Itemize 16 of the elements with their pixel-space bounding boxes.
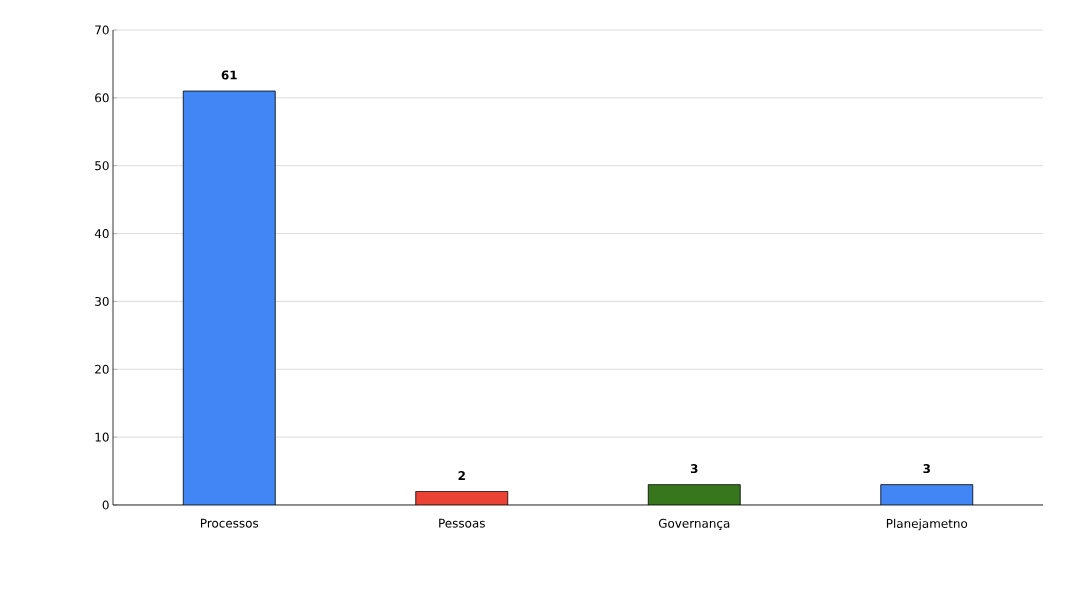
y-tick-label: 10 xyxy=(95,432,109,442)
x-tick-label: Planejametno xyxy=(886,518,968,531)
y-tick-label: 60 xyxy=(95,93,109,103)
data-label: 61 xyxy=(221,70,237,80)
data-label: 2 xyxy=(458,471,465,480)
y-tick-label: 30 xyxy=(95,296,109,306)
y-tick-label: 70 xyxy=(95,25,109,35)
y-tick-label: 50 xyxy=(95,161,109,171)
y-tick-label: 0 xyxy=(102,500,109,510)
x-tick-label: Pessoas xyxy=(439,518,485,528)
x-tick-label: Processos xyxy=(200,518,259,528)
y-tick-label: 20 xyxy=(95,364,109,374)
y-tick-label: 40 xyxy=(94,229,109,239)
x-tick-label: Governança xyxy=(658,518,730,530)
data-label: 3 xyxy=(690,464,698,474)
data-label: 3 xyxy=(923,464,930,474)
